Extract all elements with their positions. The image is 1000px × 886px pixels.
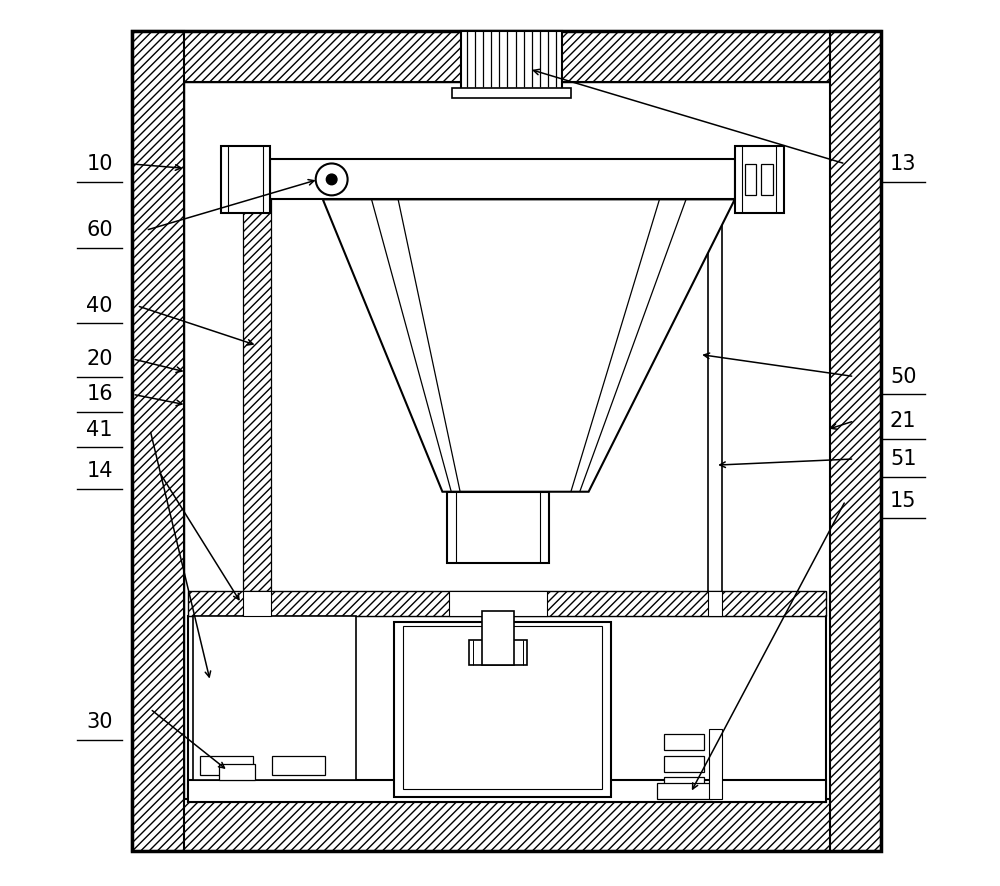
- Text: 20: 20: [86, 349, 113, 369]
- Bar: [664, 734, 704, 750]
- Bar: [664, 777, 704, 793]
- Bar: [219, 764, 255, 780]
- Bar: [708, 591, 722, 616]
- Bar: [403, 626, 602, 789]
- Text: 41: 41: [86, 420, 113, 439]
- Bar: [193, 616, 356, 780]
- Bar: [461, 31, 562, 91]
- Bar: [188, 616, 826, 802]
- Text: 15: 15: [890, 491, 916, 510]
- Bar: [188, 591, 826, 616]
- Bar: [447, 492, 549, 563]
- Bar: [132, 31, 881, 851]
- Text: 51: 51: [890, 449, 916, 469]
- Bar: [735, 146, 784, 213]
- Bar: [243, 591, 271, 616]
- Bar: [708, 199, 722, 616]
- Circle shape: [326, 174, 337, 185]
- Bar: [469, 640, 527, 664]
- Bar: [184, 82, 830, 799]
- Bar: [449, 591, 547, 616]
- Text: 10: 10: [86, 154, 113, 174]
- Bar: [272, 756, 325, 775]
- Bar: [482, 611, 514, 664]
- Text: 40: 40: [86, 296, 113, 315]
- Bar: [243, 199, 271, 616]
- Bar: [830, 31, 881, 851]
- Bar: [188, 780, 826, 802]
- Text: 50: 50: [890, 367, 916, 386]
- Polygon shape: [323, 199, 735, 492]
- Bar: [761, 164, 773, 195]
- Text: 16: 16: [86, 385, 113, 404]
- Text: 21: 21: [890, 411, 916, 431]
- Bar: [270, 159, 735, 199]
- Text: 13: 13: [890, 154, 916, 174]
- Bar: [132, 31, 881, 82]
- Bar: [200, 756, 253, 775]
- Bar: [132, 31, 184, 851]
- Text: 60: 60: [86, 221, 113, 240]
- Bar: [394, 622, 611, 797]
- Bar: [709, 729, 722, 799]
- Bar: [657, 783, 712, 799]
- Bar: [745, 164, 756, 195]
- Bar: [132, 799, 881, 851]
- Text: 14: 14: [86, 462, 113, 481]
- Bar: [221, 146, 270, 213]
- Text: 30: 30: [86, 712, 113, 732]
- Bar: [664, 756, 704, 772]
- Bar: [452, 88, 571, 98]
